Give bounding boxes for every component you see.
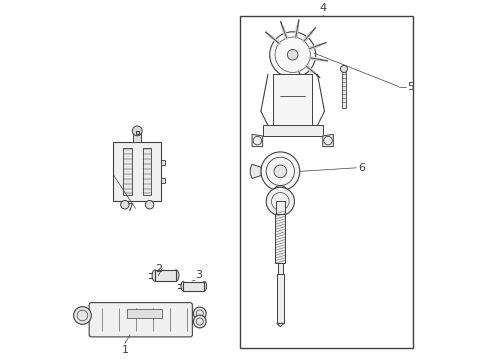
Text: 7: 7 (126, 203, 134, 213)
Polygon shape (277, 323, 284, 327)
Polygon shape (250, 164, 261, 179)
Ellipse shape (152, 270, 158, 281)
Bar (136, 131, 139, 134)
Bar (123, 148, 132, 195)
Circle shape (266, 187, 294, 216)
Polygon shape (252, 134, 263, 147)
Bar (277, 263, 283, 274)
Circle shape (270, 32, 316, 78)
Circle shape (273, 185, 288, 199)
Bar (126, 309, 162, 318)
Circle shape (74, 307, 91, 324)
Text: 1: 1 (122, 345, 128, 355)
Circle shape (341, 66, 347, 72)
Bar (161, 178, 165, 183)
Circle shape (194, 315, 206, 328)
Circle shape (132, 126, 142, 136)
Text: 3: 3 (196, 270, 202, 280)
Bar (275, 214, 285, 263)
Bar (183, 282, 204, 291)
Bar (273, 74, 312, 125)
Circle shape (274, 165, 287, 178)
Bar (240, 16, 413, 348)
FancyBboxPatch shape (113, 142, 161, 201)
Circle shape (288, 49, 298, 60)
Text: 6: 6 (358, 163, 365, 173)
Ellipse shape (173, 270, 179, 281)
Bar (161, 160, 165, 165)
Circle shape (146, 201, 154, 209)
FancyBboxPatch shape (89, 303, 193, 337)
Text: 4: 4 (319, 3, 326, 13)
Bar (342, 72, 346, 108)
Circle shape (121, 201, 129, 209)
Bar (263, 125, 323, 136)
Bar (133, 134, 142, 142)
Text: 5: 5 (408, 82, 415, 91)
Bar (276, 201, 285, 214)
Text: 2: 2 (155, 264, 162, 274)
Bar (155, 270, 176, 281)
Polygon shape (323, 134, 333, 147)
Circle shape (194, 307, 206, 320)
Bar (277, 274, 284, 323)
Circle shape (261, 152, 300, 191)
Bar (143, 148, 151, 195)
Ellipse shape (202, 282, 207, 291)
Ellipse shape (181, 282, 186, 291)
